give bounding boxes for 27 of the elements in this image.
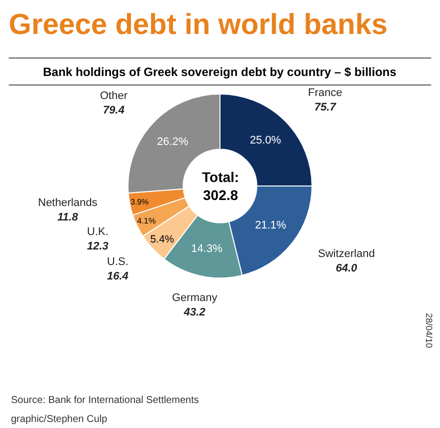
chart-title: Greece debt in world banks <box>8 9 388 42</box>
slice-label: Germany <box>172 292 218 304</box>
slice-label: France <box>308 87 342 99</box>
text: 26.2% <box>157 136 188 148</box>
text: 25.0% <box>250 134 282 146</box>
text: Total: 302.8 <box>202 169 240 204</box>
slice-label: U.K. <box>87 226 108 238</box>
data-label: 12.3 <box>87 240 108 252</box>
text: 4.1% <box>137 216 156 226</box>
data-label: 16.4 <box>107 270 128 282</box>
data-label: 79.4 <box>103 104 124 116</box>
text: 21.1% <box>255 220 286 232</box>
data-label: 43.2 <box>182 306 206 318</box>
chart-subtitle: Bank holdings of Greek sovereign debt by country – $ billions <box>43 65 397 79</box>
text: 5.4% <box>150 234 174 246</box>
data-label: 64.0 <box>336 262 358 274</box>
text: 3.9% <box>130 197 149 206</box>
text: graphic/Stephen Culp <box>11 414 108 425</box>
slice-label: Switzerland <box>318 248 375 260</box>
text: 28/04/10 <box>424 313 434 348</box>
data-label: 75.7 <box>314 101 337 114</box>
text: 14.3% <box>191 243 223 256</box>
data-label: 11.8 <box>57 211 79 224</box>
slice-label: Netherlands <box>38 197 98 209</box>
source-note: Source: Bank for International Settlements <box>11 395 199 406</box>
slice-label: U.S. <box>107 256 128 268</box>
slice-label: Other <box>100 90 128 102</box>
